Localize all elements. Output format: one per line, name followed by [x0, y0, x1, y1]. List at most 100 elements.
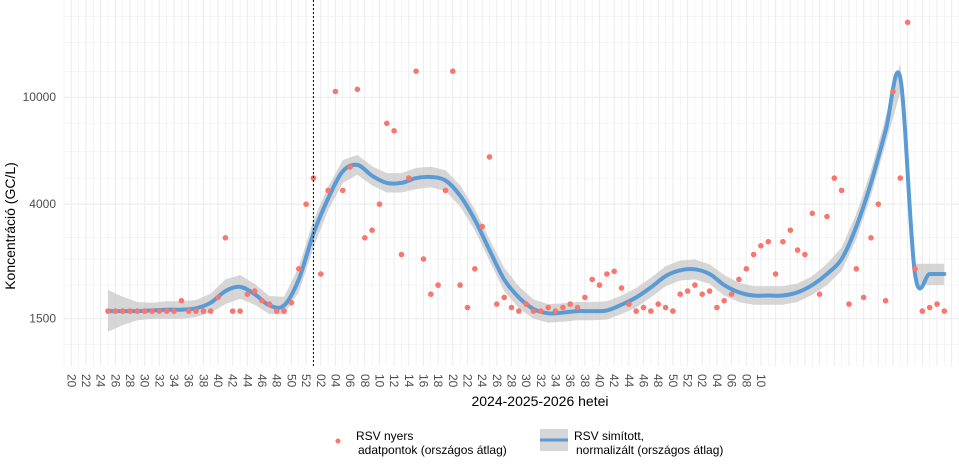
x-tick-label: 10	[754, 374, 768, 388]
x-tick-label: 16	[417, 374, 431, 388]
x-tick-label: 32	[152, 374, 166, 388]
x-tick-label: 32	[534, 374, 548, 388]
data-point	[875, 201, 882, 207]
data-point	[926, 304, 933, 311]
data-point	[794, 247, 801, 253]
data-point	[354, 86, 361, 93]
data-point	[450, 68, 456, 74]
data-point	[538, 308, 544, 314]
data-point	[560, 304, 566, 311]
x-tick-label: 48	[270, 374, 284, 388]
data-point	[670, 308, 676, 314]
data-point	[574, 304, 581, 311]
x-tick-label: 28	[123, 374, 137, 388]
data-point	[662, 304, 669, 311]
data-point	[296, 266, 302, 272]
x-tick-label: 36	[563, 374, 577, 388]
x-tick-label: 08	[358, 374, 372, 388]
x-tick-label: 20	[446, 374, 460, 388]
data-point	[633, 308, 639, 314]
y-tick-label: 4000	[29, 197, 56, 211]
data-point	[215, 294, 221, 301]
data-point	[332, 88, 339, 95]
data-point	[428, 291, 434, 298]
data-point	[919, 308, 926, 314]
data-point	[684, 288, 691, 294]
data-point	[149, 308, 155, 314]
data-point	[347, 164, 353, 170]
x-tick-label: 02	[314, 374, 328, 388]
data-point	[494, 301, 500, 307]
data-point	[934, 301, 940, 307]
data-point	[413, 68, 419, 74]
data-point	[376, 201, 383, 207]
data-point	[941, 308, 948, 314]
data-point	[369, 227, 375, 233]
x-tick-label: 50	[284, 374, 298, 388]
x-tick-label: 24	[94, 374, 108, 388]
data-point	[237, 308, 243, 314]
data-point	[523, 301, 529, 307]
data-point	[105, 308, 111, 314]
data-point	[288, 299, 295, 306]
data-point	[589, 276, 595, 283]
data-point	[134, 308, 141, 314]
x-tick-label: 48	[651, 374, 665, 388]
data-point	[853, 266, 860, 272]
data-point	[626, 301, 632, 307]
data-point	[824, 213, 830, 220]
x-tick-label: 28	[505, 374, 519, 388]
data-point	[171, 308, 177, 314]
x-tick-label: 18	[431, 374, 445, 388]
x-tick-label: 04	[710, 374, 724, 388]
x-tick-label: 40	[211, 374, 225, 388]
data-point	[259, 297, 265, 304]
data-point	[156, 308, 163, 314]
x-tick-label: 46	[637, 374, 651, 388]
data-point	[728, 291, 735, 298]
data-point	[457, 282, 463, 288]
data-point	[516, 308, 522, 314]
x-tick-label: 30	[138, 374, 152, 388]
data-point	[750, 251, 757, 258]
data-point	[860, 294, 867, 301]
data-point	[486, 154, 493, 160]
x-axis-title: 2024-2025-2026 hetei	[471, 393, 608, 409]
x-tick-label: 52	[299, 374, 313, 388]
data-point	[787, 227, 794, 233]
x-tick-label: 34	[549, 374, 563, 388]
data-point	[163, 308, 170, 314]
data-point	[582, 294, 588, 301]
data-point	[868, 235, 874, 241]
data-point	[611, 268, 617, 275]
data-point	[882, 297, 889, 304]
data-point	[699, 291, 705, 298]
x-tick-label: 22	[461, 374, 475, 388]
x-tick-label: 38	[196, 374, 210, 388]
data-point	[472, 266, 478, 272]
x-tick-label: 46	[255, 374, 269, 388]
data-point	[340, 187, 346, 194]
y-tick-label: 1500	[29, 312, 56, 326]
data-point	[273, 308, 280, 314]
data-point	[127, 308, 133, 314]
data-point	[251, 288, 258, 294]
legend-points-label-2: adatpontok (országos átlag)	[358, 443, 507, 457]
data-point	[618, 285, 625, 291]
x-tick-label: 02	[695, 374, 709, 388]
data-point	[802, 251, 808, 258]
x-tick-label: 14	[402, 374, 416, 388]
data-point	[545, 304, 551, 311]
legend: RSV nyers adatpontok (országos átlag) RS…	[335, 429, 723, 457]
data-point	[772, 271, 779, 277]
data-point	[398, 251, 405, 258]
legend-smooth-label-1: RSV simított,	[574, 429, 644, 443]
data-point	[244, 291, 251, 298]
x-tick-label: 26	[108, 374, 122, 388]
data-point	[692, 282, 698, 288]
data-point	[721, 297, 727, 304]
data-point	[816, 291, 823, 298]
data-point	[406, 175, 412, 181]
data-point	[743, 266, 750, 272]
legend-smooth-label-2: normalizált (országos átlag)	[576, 443, 723, 457]
